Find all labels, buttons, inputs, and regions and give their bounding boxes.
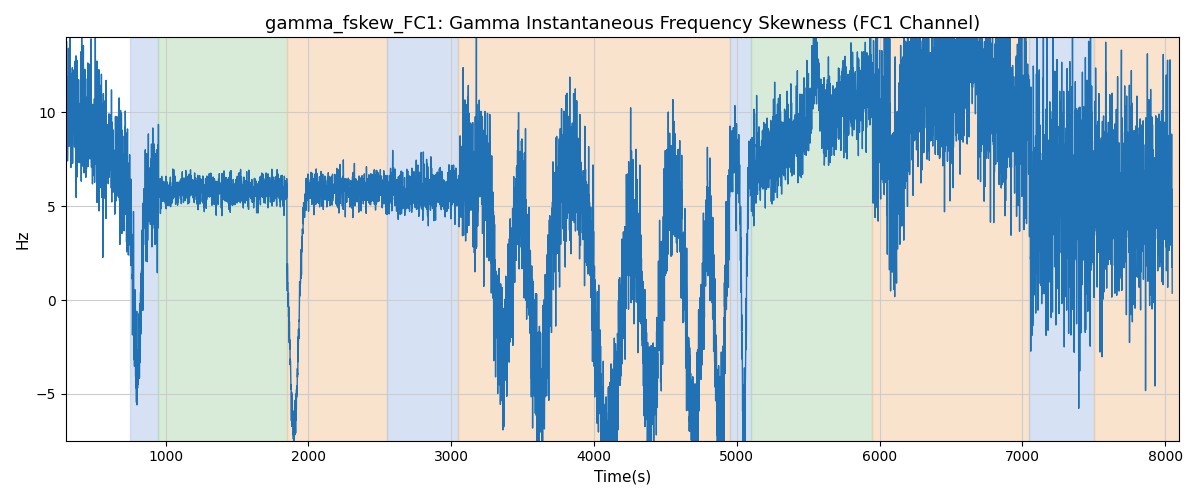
- Bar: [386, 38, 458, 440]
- Bar: [158, 38, 287, 440]
- X-axis label: Time(s): Time(s): [594, 470, 652, 485]
- Bar: [287, 38, 386, 440]
- Y-axis label: Hz: Hz: [16, 230, 30, 249]
- Bar: [1093, 38, 1180, 440]
- Bar: [130, 38, 158, 440]
- Bar: [458, 38, 730, 440]
- Bar: [730, 38, 751, 440]
- Bar: [751, 38, 872, 440]
- Bar: [872, 38, 1030, 440]
- Bar: [1030, 38, 1093, 440]
- Title: gamma_fskew_FC1: Gamma Instantaneous Frequency Skewness (FC1 Channel): gamma_fskew_FC1: Gamma Instantaneous Fre…: [265, 15, 980, 34]
